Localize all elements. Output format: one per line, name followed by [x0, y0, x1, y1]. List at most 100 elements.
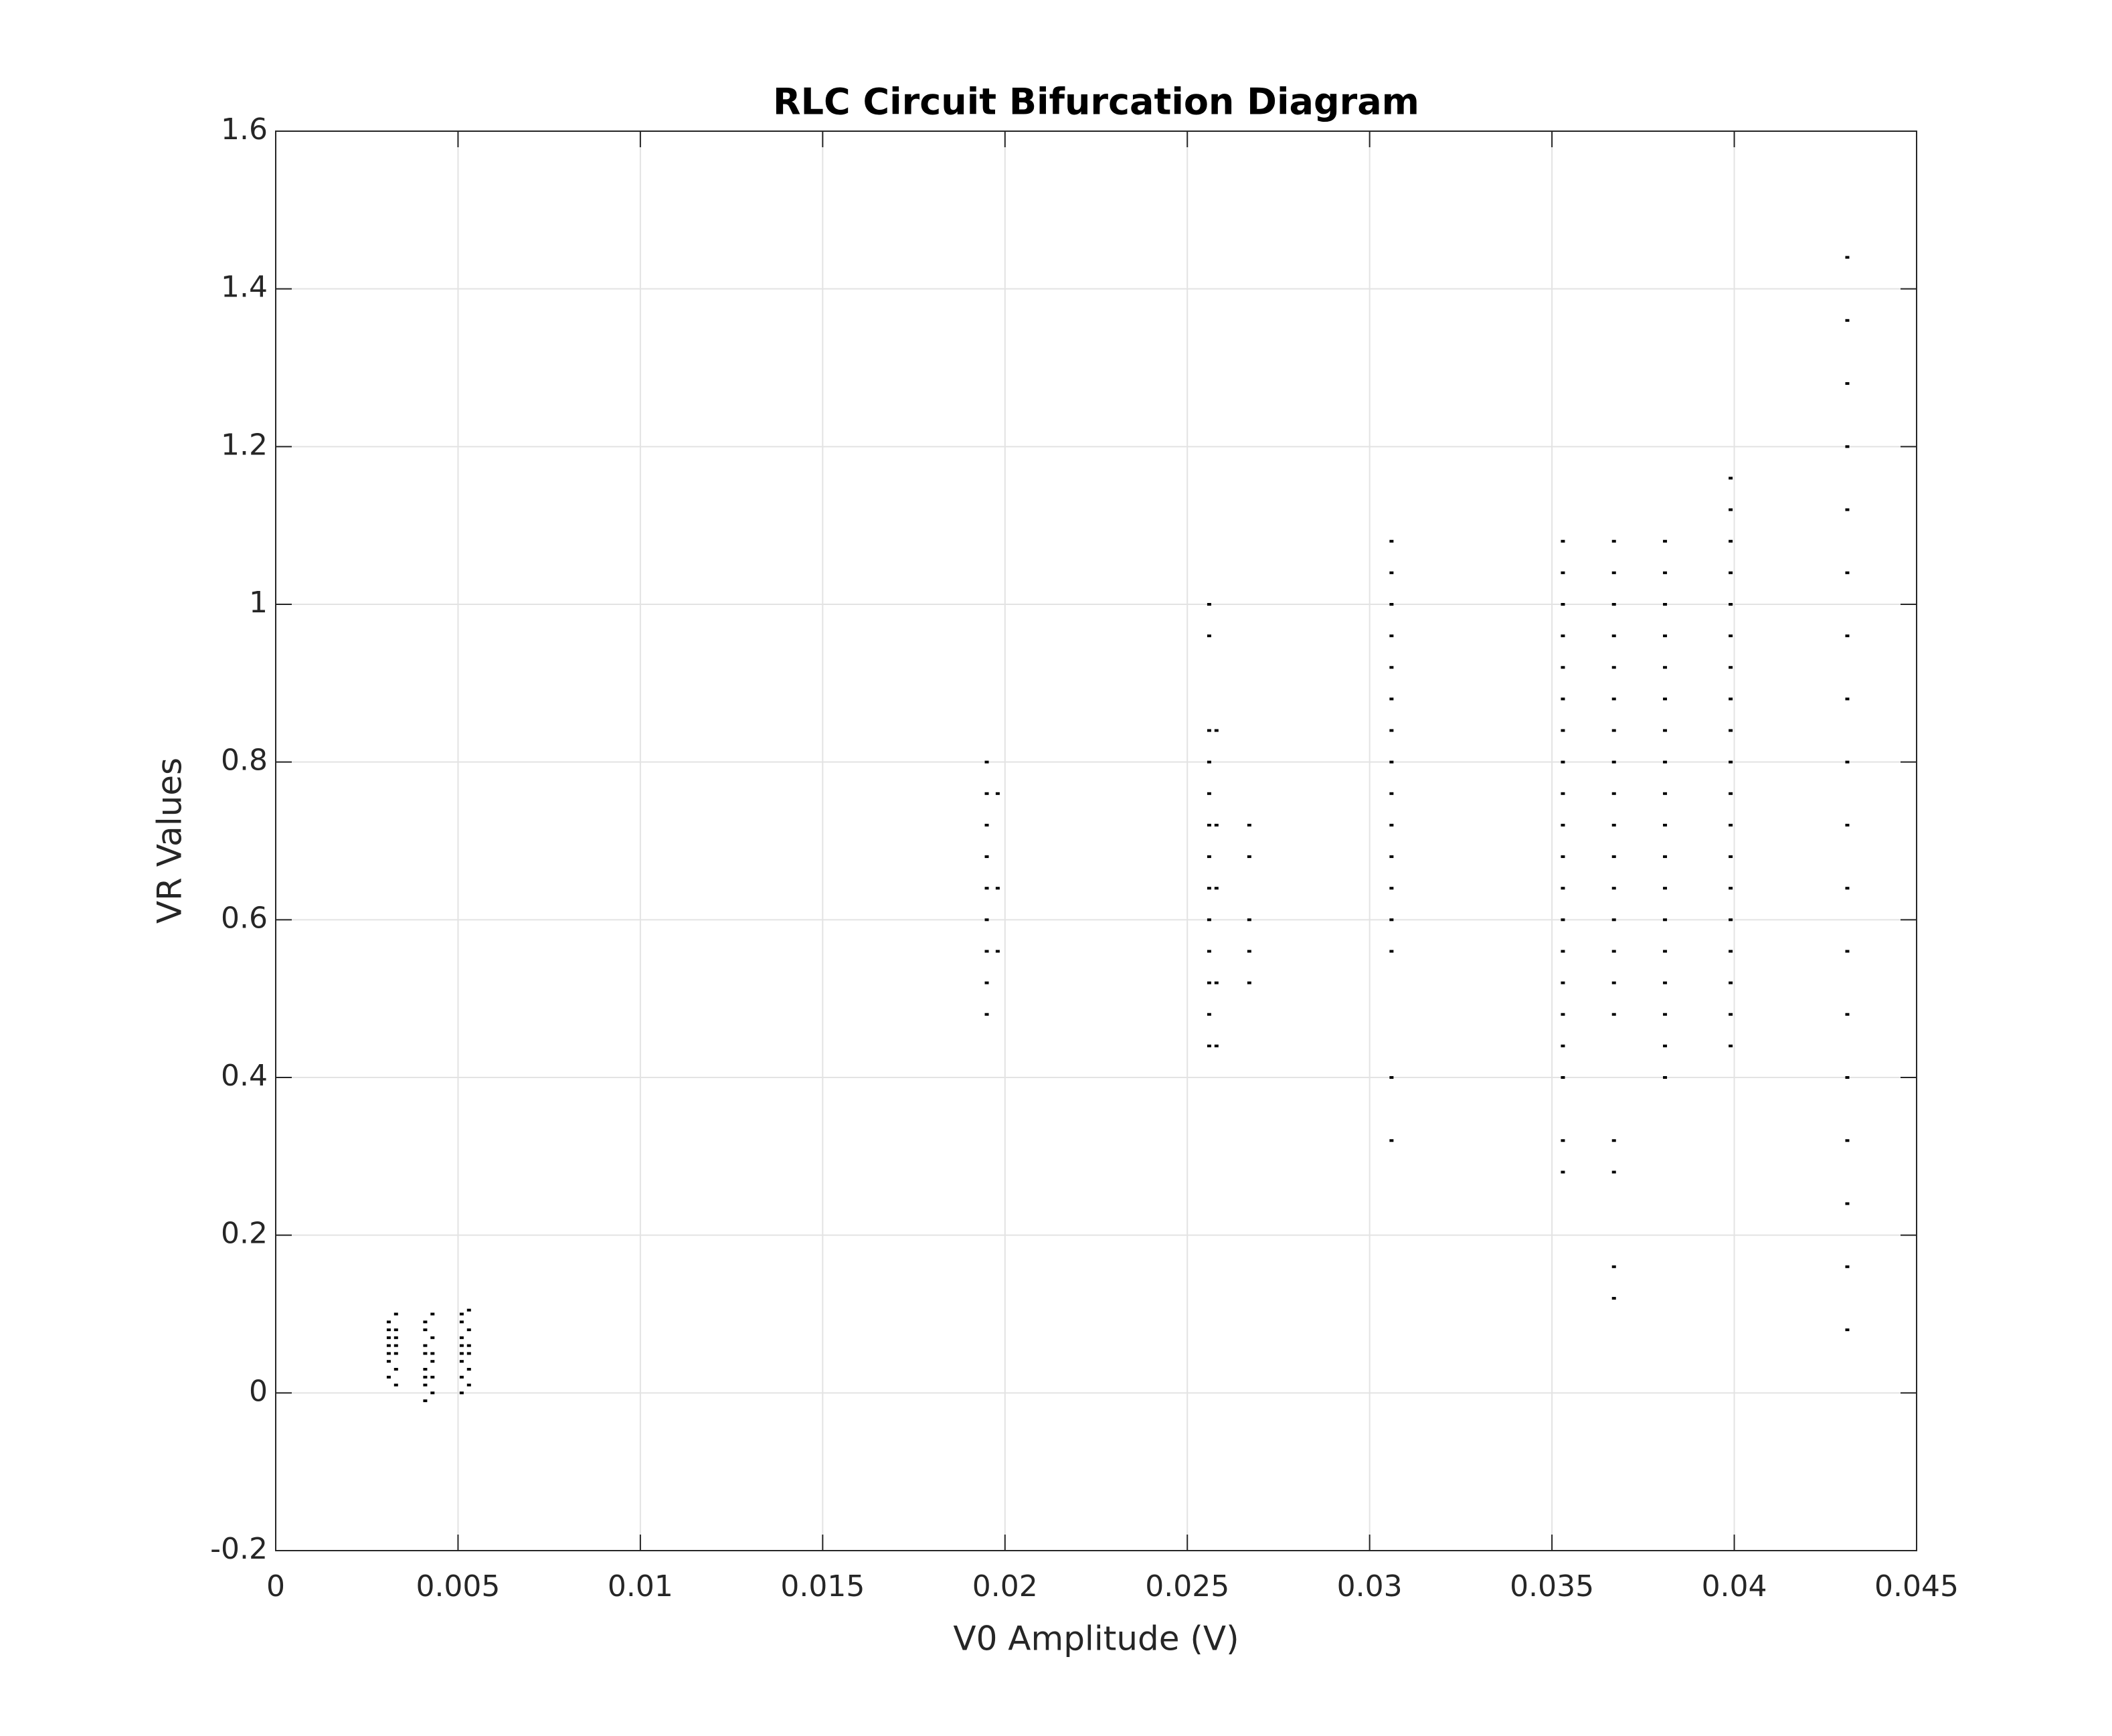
point [386, 1352, 391, 1355]
point [1207, 950, 1211, 953]
point [1845, 1265, 1850, 1268]
point [1845, 571, 1850, 574]
y-tick-label: 1.4 [221, 270, 268, 305]
point [1729, 887, 1733, 890]
point [1611, 729, 1616, 732]
point [1561, 1013, 1565, 1016]
point [1663, 950, 1668, 953]
point [1845, 1013, 1850, 1016]
point [1611, 792, 1616, 795]
y-tick-label: 0.4 [221, 1059, 268, 1093]
point [1663, 1013, 1668, 1016]
point [1611, 697, 1616, 701]
point [1845, 823, 1850, 827]
point [1611, 666, 1616, 669]
point [1247, 918, 1251, 922]
point [1247, 823, 1251, 827]
x-tick-label: 0.045 [1874, 1569, 1959, 1603]
point [1561, 666, 1565, 669]
point [459, 1312, 464, 1316]
point [430, 1391, 435, 1395]
point [1845, 256, 1850, 259]
point [393, 1352, 398, 1355]
point [1729, 792, 1733, 795]
point [1663, 571, 1668, 574]
point [1207, 981, 1211, 984]
point [1729, 697, 1733, 701]
point [1663, 729, 1668, 732]
point [1389, 855, 1394, 859]
y-tick-label: 0.8 [221, 744, 268, 778]
point [1729, 539, 1733, 543]
point [1729, 634, 1733, 638]
point [1611, 1265, 1616, 1268]
point [1845, 634, 1850, 638]
point [1845, 1328, 1850, 1332]
y-tick-label: 0.2 [221, 1217, 268, 1251]
point [1389, 697, 1394, 701]
point [430, 1360, 435, 1363]
point [1845, 508, 1850, 511]
point [1561, 697, 1565, 701]
point [466, 1328, 471, 1332]
point [1729, 603, 1733, 606]
point [1845, 887, 1850, 890]
point [423, 1320, 428, 1324]
point [1845, 697, 1850, 701]
point [1207, 603, 1211, 606]
point [1663, 918, 1668, 922]
point [1561, 539, 1565, 543]
point [1611, 1296, 1616, 1300]
point [1561, 603, 1565, 606]
point [386, 1344, 391, 1347]
point [1845, 382, 1850, 385]
point [1214, 981, 1219, 984]
point [1389, 887, 1394, 890]
point [1611, 539, 1616, 543]
point [459, 1336, 464, 1339]
point [1729, 476, 1733, 480]
point [1561, 1170, 1565, 1174]
point [423, 1328, 428, 1332]
point [430, 1312, 435, 1316]
chart-title: RLC Circuit Bifurcation Diagram [773, 81, 1419, 123]
point [1729, 1013, 1733, 1016]
x-tick-label: 0.015 [780, 1569, 865, 1603]
point [1611, 571, 1616, 574]
point [386, 1375, 391, 1379]
plot-frame [275, 131, 1917, 1551]
point [459, 1344, 464, 1347]
point [393, 1336, 398, 1339]
point [984, 981, 989, 984]
point [1611, 823, 1616, 827]
point [1845, 760, 1850, 764]
point [430, 1336, 435, 1339]
point [386, 1360, 391, 1363]
point [423, 1383, 428, 1387]
x-axis-label: V0 Amplitude (V) [953, 1620, 1239, 1658]
point [1663, 634, 1668, 638]
point [984, 760, 989, 764]
point [386, 1336, 391, 1339]
point [1663, 539, 1668, 543]
point [995, 950, 1000, 953]
x-tick-label: 0.01 [608, 1569, 673, 1603]
point [1663, 792, 1668, 795]
point [1561, 855, 1565, 859]
point [1663, 1076, 1668, 1079]
point [1207, 855, 1211, 859]
point [1663, 1044, 1668, 1047]
point [1845, 1076, 1850, 1079]
x-tick-label: 0 [266, 1569, 285, 1603]
point [984, 1013, 989, 1016]
point [1389, 666, 1394, 669]
point [393, 1312, 398, 1316]
y-tick-label: 0 [249, 1374, 268, 1408]
point [1663, 666, 1668, 669]
point [1207, 760, 1211, 764]
y-tick-label: 1.6 [221, 112, 268, 147]
point [1389, 603, 1394, 606]
point [1611, 1139, 1616, 1142]
point [466, 1352, 471, 1355]
